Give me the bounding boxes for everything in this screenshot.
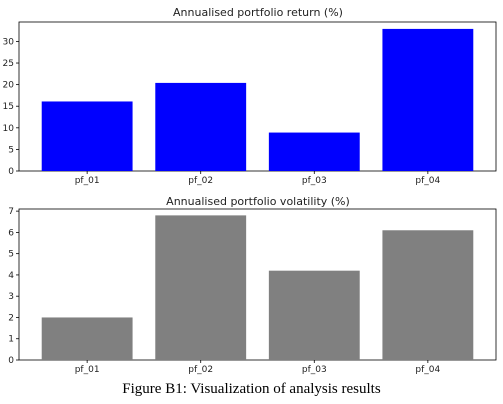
volatility-chart-x-axis: pf_01 pf_02 pf_03 pf_04 [75, 360, 441, 375]
figure-caption: Figure B1: Visualization of analysis res… [122, 381, 381, 397]
volatility-chart-y-tick-label: 6 [8, 228, 14, 238]
volatility-chart-y-tick-label: 0 [8, 356, 14, 366]
return-chart-y-tick-label: 15 [3, 102, 14, 112]
volatility-chart-x-tick-label: pf_03 [302, 365, 327, 375]
return-chart-bar-pf_04 [382, 28, 474, 171]
return-chart-title: Annualised portfolio return (%) [173, 6, 343, 19]
return-chart-y-tick-label: 20 [3, 81, 15, 91]
return-chart-x-tick-label: pf_01 [75, 176, 100, 186]
return-chart-bar-pf_03 [268, 132, 360, 171]
volatility-chart-title: Annualised portfolio volatility (%) [166, 195, 350, 208]
return-chart-x-axis: pf_01 pf_02 pf_03 pf_04 [75, 171, 441, 186]
volatility-chart-x-tick-label: pf_04 [415, 365, 440, 375]
volatility-chart-bar-pf_04 [382, 230, 474, 360]
return-chart-y-tick-label: 0 [8, 167, 14, 177]
return-chart-x-tick-label: pf_02 [188, 176, 213, 186]
volatility-chart-y-tick-label: 2 [8, 313, 14, 323]
chart-svg: Annualised portfolio return (%) 05101520… [3, 6, 497, 375]
volatility-chart-bar-pf_01 [41, 317, 133, 360]
return-chart-plot-frame [18, 21, 497, 172]
volatility-chart-y-tick-label: 7 [8, 207, 14, 217]
return-chart-y-tick-label: 10 [3, 124, 15, 134]
volatility-chart-x-tick-label: pf_01 [75, 365, 100, 375]
return-chart-x-tick-label: pf_04 [415, 176, 440, 186]
volatility-chart-bar-pf_02 [155, 215, 247, 360]
return-chart-bars [41, 28, 474, 171]
return-chart-x-tick-label: pf_03 [302, 176, 327, 186]
volatility-chart-y-tick-label: 3 [8, 292, 14, 302]
volatility-chart: Annualised portfolio volatility (%) 0 1 2 3… [8, 195, 497, 375]
volatility-chart-x-tick-label: pf_02 [188, 365, 213, 375]
return-chart-y-axis: 0 5 10 15 20 25 30 [3, 37, 19, 177]
volatility-chart-bars [41, 215, 474, 360]
return-chart-y-tick-label: 25 [3, 59, 14, 69]
return-chart-y-tick-label: 5 [8, 145, 14, 155]
volatility-chart-y-tick-label: 1 [8, 335, 14, 345]
volatility-chart-y-tick-label: 5 [8, 250, 14, 260]
return-chart-bar-pf_01 [41, 101, 133, 171]
volatility-chart-bar-pf_03 [268, 270, 360, 360]
return-chart-bar-pf_02 [155, 82, 247, 171]
volatility-chart-y-axis: 0 1 2 3 4 5 6 7 [8, 207, 19, 366]
return-chart: Annualised portfolio return (%) 0 5 10 15 20… [3, 6, 497, 186]
return-chart-y-tick-label: 30 [3, 37, 15, 47]
volatility-chart-y-tick-label: 4 [8, 271, 14, 281]
volatility-chart-plot-frame [18, 208, 497, 361]
